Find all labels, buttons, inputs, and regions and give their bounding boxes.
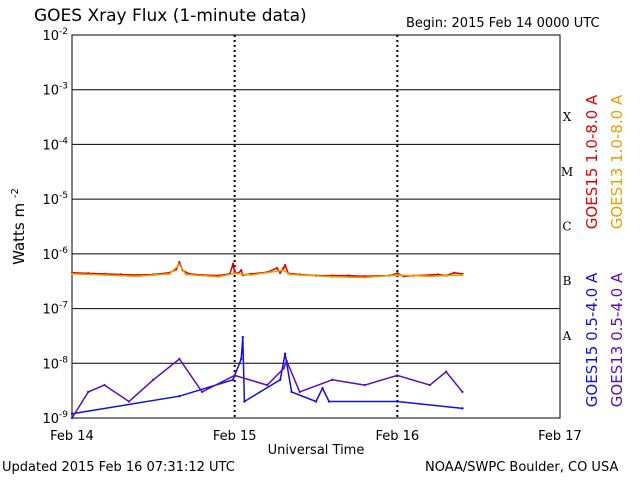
flare-class-C: C [562, 220, 571, 234]
data-point-goes15_short-3 [239, 357, 243, 361]
data-point-goes13_long-10 [288, 273, 292, 276]
flare-class-M: M [561, 165, 573, 179]
data-point-goes15_long-24 [283, 264, 287, 267]
data-point-goes15_long-23 [282, 266, 285, 270]
data-point-goes15_short-9 [314, 400, 318, 403]
data-point-goes13_short-15 [428, 383, 432, 387]
y-tick-label-2: 10-4 [42, 136, 68, 153]
y-tick-label-7: 10-9 [42, 410, 68, 427]
data-point-goes13_long-9 [282, 269, 285, 272]
legend-goes13_long: GOES13 1.0-8.0 A [608, 94, 626, 229]
data-point-goes15_long-32 [396, 272, 399, 275]
data-point-goes13_long-3 [168, 272, 171, 276]
data-point-goes13_long-0 [70, 272, 74, 276]
data-point-goes13_long-4 [178, 263, 181, 266]
data-point-goes15_long-38 [453, 271, 456, 275]
data-point-goes13_short-14 [396, 374, 399, 377]
data-point-goes13_short-5 [178, 357, 181, 361]
y-tick-label-5: 10-7 [42, 301, 68, 318]
data-point-goes15_long-21 [275, 266, 279, 270]
series-line-goes13_long [71, 263, 463, 279]
data-point-goes13_long-14 [428, 275, 432, 278]
data-point-goes13_short-1 [87, 390, 90, 394]
data-point-goes15_short-0 [70, 412, 74, 415]
data-point-goes13_short-10 [285, 359, 288, 363]
flare-class-X: X [563, 110, 572, 124]
data-point-goes15_short-1 [178, 395, 181, 398]
data-point-goes13_short-8 [266, 383, 269, 387]
data-point-goes13_long-2 [135, 275, 139, 278]
y-tick-label-3: 10-5 [42, 191, 68, 208]
x-tick-label-3: Feb 17 [538, 429, 582, 444]
data-point-goes13_short-0 [70, 416, 74, 420]
data-point-goes15_long-22 [279, 271, 282, 275]
y-axis-label: Watts m -2 [10, 188, 28, 265]
data-point-goes13_long-13 [396, 273, 399, 277]
chart-title: GOES Xray Flux (1-minute data) [34, 6, 307, 26]
data-point-goes15_short-8 [290, 390, 293, 394]
data-point-goes13_short-9 [282, 367, 285, 370]
data-point-goes13_short-16 [444, 370, 448, 373]
data-point-goes13_short-3 [127, 400, 131, 403]
source-credit: NOAA/SWPC Boulder, CO USA [425, 460, 619, 475]
data-point-goes13_long-15 [461, 273, 464, 277]
data-point-goes15_short-12 [396, 400, 399, 403]
data-point-goes15_short-6 [279, 378, 282, 381]
data-point-goes13_long-8 [249, 273, 253, 277]
data-point-goes15_long-8 [178, 261, 181, 264]
data-point-goes13_long-1 [103, 273, 106, 277]
legend-goes13_short: GOES13 0.5-4.0 A [608, 272, 626, 407]
begin-time-label: Begin: 2015 Feb 14 0000 UTC [406, 16, 600, 31]
x-tick-label-1: Feb 15 [213, 429, 257, 444]
data-point-goes13_long-6 [217, 275, 220, 279]
data-point-goes13_long-7 [233, 272, 236, 275]
data-point-goes15_long-29 [347, 274, 350, 277]
data-point-goes13_short-12 [331, 378, 334, 381]
y-tick-label-0: 10-2 [42, 27, 68, 44]
data-point-goes15_short-11 [327, 400, 331, 403]
data-point-goes13_long-5 [184, 273, 188, 276]
data-point-goes13_short-2 [103, 383, 106, 387]
data-point-goes15_long-17 [239, 269, 243, 272]
data-point-goes15_short-5 [243, 400, 246, 403]
data-point-goes15_short-13 [461, 407, 464, 410]
data-point-goes13_short-7 [233, 374, 236, 377]
series-line-goes15_long [71, 260, 463, 277]
updated-timestamp: Updated 2015 Feb 16 07:31:12 UTC [2, 460, 235, 475]
plot-frame [71, 34, 561, 419]
data-point-goes13_long-11 [331, 275, 334, 279]
y-tick-label-6: 10-8 [42, 355, 68, 372]
series-line-goes15_short [71, 337, 463, 415]
data-point-goes13_short-11 [298, 390, 301, 394]
x-tick-label-0: Feb 14 [50, 429, 94, 444]
data-point-goes15_short-10 [321, 387, 324, 390]
data-point-goes13_short-17 [461, 390, 464, 394]
data-point-goes13_short-13 [363, 383, 366, 387]
data-point-goes13_short-6 [200, 390, 204, 394]
flare-class-B: B [563, 274, 572, 288]
data-point-goes13_long-12 [363, 276, 366, 279]
x-axis-label: Universal Time [268, 443, 365, 458]
data-point-goes15_long-36 [436, 273, 440, 276]
flare-class-A: A [562, 329, 572, 343]
y-tick-label-4: 10-6 [42, 246, 68, 263]
data-point-goes15_short-2 [231, 378, 235, 381]
series-line-goes13_short [71, 357, 463, 419]
y-tick-label-1: 10-3 [42, 82, 68, 99]
data-point-goes15_short-7 [283, 352, 287, 355]
data-point-goes15_long-14 [231, 262, 235, 266]
data-point-goes13_short-4 [152, 378, 155, 381]
legend-goes15_long: GOES15 1.0-8.0 A [583, 94, 601, 229]
data-point-goes15_short-4 [241, 335, 244, 339]
x-tick-label-2: Feb 16 [375, 429, 419, 444]
legend-goes15_short: GOES15 0.5-4.0 A [583, 272, 601, 407]
